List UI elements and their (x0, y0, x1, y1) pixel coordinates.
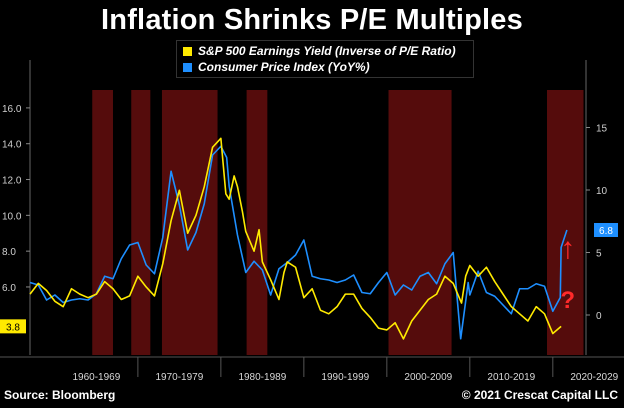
x-tick-label-6: 2020-2029 (570, 372, 618, 383)
right-tick-label-3: 15 (596, 124, 608, 135)
legend-swatch-cpi (183, 62, 192, 72)
left-tick-label-5: 16.0 (2, 104, 22, 115)
legend-label-earnings-yield: S&P 500 Earnings Yield (Inverse of P/E R… (198, 44, 456, 58)
shaded-period-4 (388, 90, 452, 355)
earnings-yield-current-tag (0, 319, 26, 334)
right-tick-label-0: 0 (596, 311, 602, 322)
x-tick-label-5: 2010-2019 (487, 372, 535, 383)
right-tick-label-2: 10 (596, 186, 608, 197)
left-tick-label-1: 8.0 (2, 247, 16, 258)
shaded-period-1 (131, 90, 151, 355)
up-arrow-annotation: ↑ (560, 232, 575, 265)
left-tick-label-3: 12.0 (2, 176, 22, 187)
series-line-cpi (29, 145, 568, 340)
legend-label-cpi: Consumer Price Index (YoY%) (198, 60, 370, 74)
source-label: Source: Bloomberg (4, 388, 116, 402)
series-line-earnings-yield (29, 137, 562, 340)
right-tick-label-1: 5 (596, 249, 602, 260)
chart-legend: S&P 500 Earnings Yield (Inverse of P/E R… (176, 40, 474, 78)
x-tick-label-2: 1980-1989 (238, 372, 286, 383)
x-tick-label-1: 1970-1979 (155, 372, 203, 383)
left-tick-label-4: 14.0 (2, 140, 22, 151)
earnings-yield-current-value: 3.8 (6, 322, 20, 333)
legend-item-cpi: Consumer Price Index (YoY%) (183, 59, 370, 75)
shaded-period-3 (246, 90, 268, 355)
shaded-period-0 (92, 90, 113, 355)
legend-item-earnings-yield: S&P 500 Earnings Yield (Inverse of P/E R… (183, 43, 456, 59)
left-tick-label-2: 10.0 (2, 211, 22, 222)
question-mark-annotation: ? (560, 287, 575, 314)
legend-swatch-earnings-yield (183, 46, 192, 56)
x-tick-label-0: 1960-1969 (72, 372, 120, 383)
cpi-current-tag (594, 223, 618, 237)
left-tick-label-0: 6.0 (2, 283, 16, 294)
chart-title: Inflation Shrinks P/E Multiples (101, 4, 523, 36)
x-tick-label-3: 1990-1999 (321, 372, 369, 383)
copyright-label: © 2021 Crescat Capital LLC (461, 388, 618, 402)
x-tick-label-4: 2000-2009 (404, 372, 452, 383)
cpi-current-value: 6.8 (599, 226, 613, 237)
shaded-period-5 (546, 90, 584, 355)
